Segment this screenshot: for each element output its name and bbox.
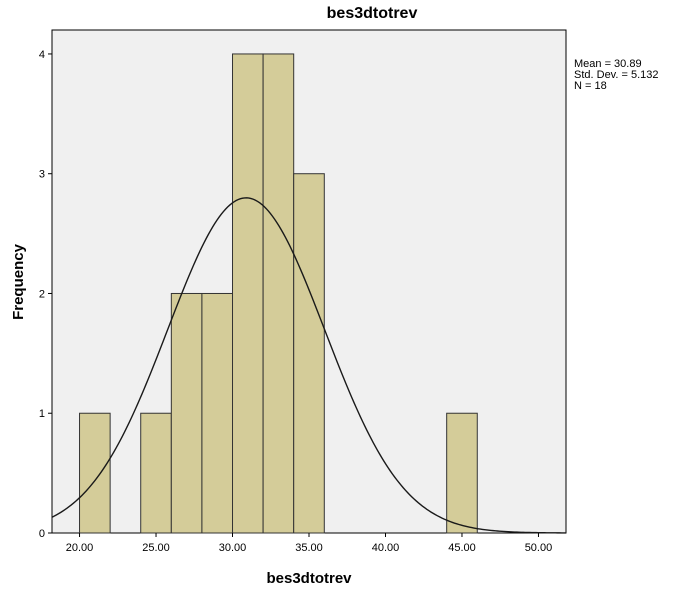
- x-tick-label: 50.00: [525, 542, 553, 554]
- histogram-bar-30-32: [232, 53, 264, 534]
- x-tick-label: 40.00: [372, 542, 400, 554]
- x-tick-label: 45.00: [448, 542, 476, 554]
- y-tick-label: 0: [39, 528, 45, 540]
- x-tick-label: 20.00: [66, 542, 94, 554]
- x-tick-label: 25.00: [142, 542, 170, 554]
- x-axis: 20.00 25.00 30.00 35.00 40.00 45.00 50.00: [66, 533, 552, 554]
- histogram-bar-26-28: [170, 292, 203, 534]
- y-tick-label: 1: [39, 408, 45, 420]
- y-tick-label: 2: [39, 288, 45, 300]
- histogram-bar-44-46: [446, 412, 478, 534]
- x-tick-label: 35.00: [295, 542, 323, 554]
- normal-curve: [51, 197, 567, 534]
- bars-group: [79, 53, 478, 534]
- y-axis: 0 1 2 3 4: [39, 49, 52, 540]
- histogram-bar-28-30: [201, 292, 234, 534]
- histogram-bar-34-36: [293, 173, 325, 534]
- x-tick-label: 30.00: [219, 542, 247, 554]
- y-axis-label: Frequency: [10, 243, 27, 320]
- y-tick-label: 3: [39, 169, 45, 181]
- histogram-bar-20-22: [79, 412, 111, 534]
- y-tick-label: 4: [39, 49, 45, 61]
- chart-title: bes3dtotrev: [327, 5, 418, 22]
- histogram-bar-24-26: [140, 412, 172, 534]
- histogram-bar-32-34: [262, 53, 295, 534]
- stats-line-1: Std. Dev. = 5.132: [574, 69, 659, 81]
- x-axis-label: bes3dtotrev: [266, 570, 352, 587]
- stats-line-2: N = 18: [574, 80, 607, 92]
- stats-line-0: Mean = 30.89: [574, 58, 642, 70]
